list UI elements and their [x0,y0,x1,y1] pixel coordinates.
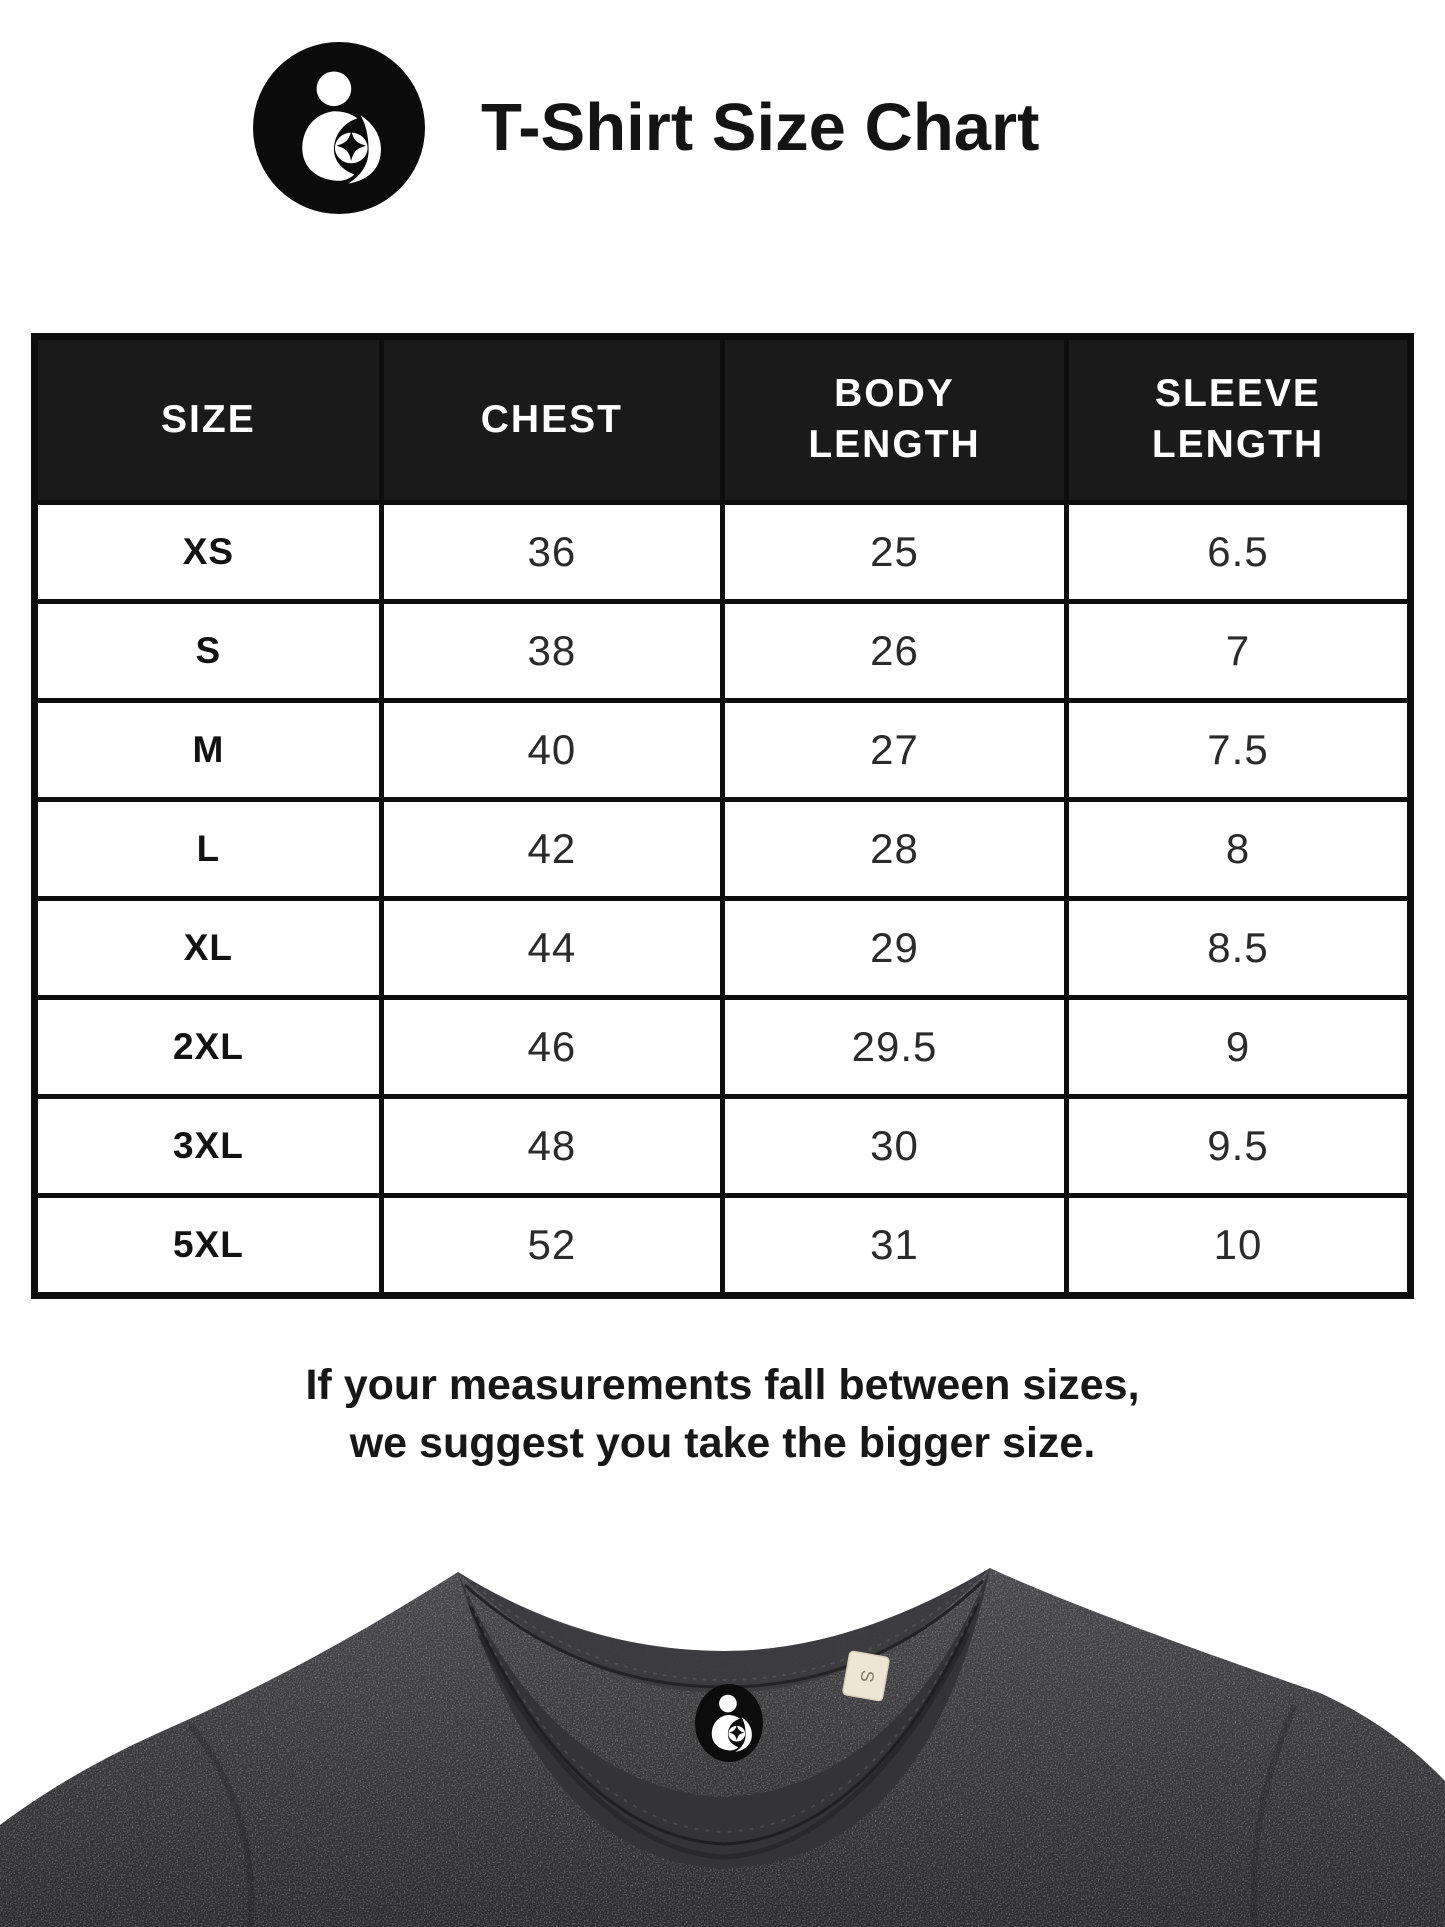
cell-sleeve-length: 9 [1063,995,1414,1099]
table-row: 5XL 52 31 10 [32,1193,1414,1298]
cell-size: L [32,797,384,901]
table-row: XL 44 29 8.5 [32,896,1414,1000]
cell-chest: 52 [378,1193,725,1298]
cell-chest: 38 [378,599,725,703]
front-collar-shadow [477,1631,971,1860]
cell-sleeve-length: 9.5 [1063,1094,1414,1198]
cell-chest: 44 [378,896,725,1000]
cell-size: M [32,698,384,802]
cell-chest: 40 [378,698,725,802]
neck-logo-patch [695,1684,763,1762]
sizing-note: If your measurements fall between sizes,… [0,1356,1445,1473]
cell-body-length: 28 [719,797,1069,901]
cell-body-length: 29.5 [719,995,1069,1099]
cell-sleeve-length: 10 [1063,1193,1414,1298]
cell-body-length: 29 [719,896,1069,1000]
cell-sleeve-length: 7 [1063,599,1414,703]
front-collar-seam [468,1602,980,1846]
cell-body-length: 31 [719,1193,1069,1298]
cell-size: 5XL [32,1193,384,1298]
column-header-chest: CHEST [378,334,725,505]
neck-size-tag: S [842,1650,890,1702]
brand-logo-icon [253,41,425,214]
table-row: S 38 26 7 [32,599,1414,703]
cell-sleeve-length: 7.5 [1063,698,1414,802]
right-sleeve-fold [1250,1703,1298,1927]
dark-heather-tshirt-icon: S [0,1568,1445,1927]
table-row: XS 36 25 6.5 [32,500,1414,604]
front-collar-band [458,1568,990,1868]
cell-size: 2XL [32,995,384,1099]
column-header-sleeve-length: SLEEVE LENGTH [1063,334,1414,505]
brand-header: T-Shirt Size Chart [253,40,1039,215]
size-table: SIZE CHEST BODY LENGTH SLEEVE LENGTH XS … [31,333,1414,1299]
cell-body-length: 30 [719,1094,1069,1198]
cell-sleeve-length: 8.5 [1063,896,1414,1000]
neck-size-tag-label: S [856,1669,878,1684]
cell-chest: 48 [378,1094,725,1198]
cell-chest: 46 [378,995,725,1099]
table-header-row: SIZE CHEST BODY LENGTH SLEEVE LENGTH [32,334,1414,505]
tshirt-collar-photo: S [0,1545,1445,1927]
cell-size: XS [32,500,384,604]
table-row: 2XL 46 29.5 9 [32,995,1414,1099]
column-header-body-length: BODY LENGTH [719,334,1069,505]
cell-sleeve-length: 8 [1063,797,1414,901]
left-sleeve-fold [187,1723,254,1927]
page-title: T-Shirt Size Chart [481,90,1040,165]
table-row: 3XL 48 30 9.5 [32,1094,1414,1198]
sizing-note-line1: If your measurements fall between sizes, [305,1361,1140,1409]
cell-size: XL [32,896,384,1000]
cell-body-length: 27 [719,698,1069,802]
table-row: L 42 28 8 [32,797,1414,901]
cell-size: 3XL [32,1094,384,1198]
front-collar-stitching [465,1590,983,1834]
cell-chest: 42 [378,797,725,901]
sizing-note-line2: we suggest you take the bigger size. [349,1419,1096,1468]
cell-sleeve-length: 6.5 [1063,500,1414,604]
table-row: M 40 27 7.5 [32,698,1414,802]
cell-chest: 36 [378,500,725,604]
cell-size: S [32,599,384,703]
back-collar-stitching [467,1574,981,1682]
cell-body-length: 26 [719,599,1069,703]
column-header-size: SIZE [32,334,384,505]
cell-body-length: 25 [719,500,1069,604]
